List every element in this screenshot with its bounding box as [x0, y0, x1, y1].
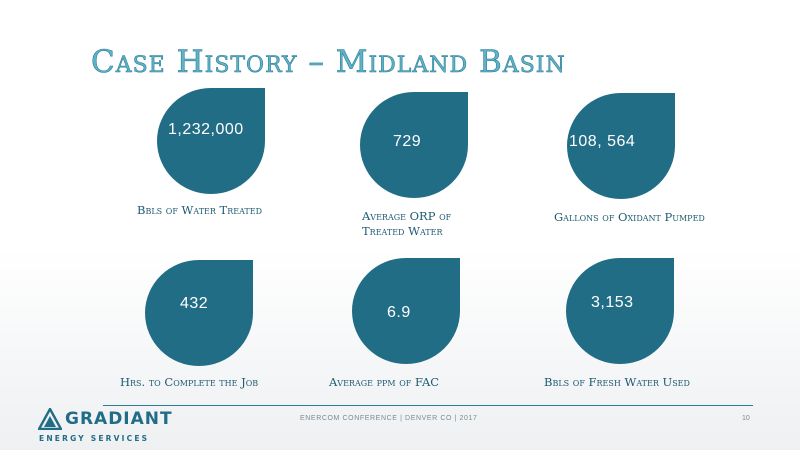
logo-wordmark: GRADIANT [65, 409, 173, 429]
metric-caption-5: Average ppm of FAC [329, 375, 439, 390]
metric-drop-3 [567, 93, 675, 199]
metric-drop-6 [566, 258, 674, 364]
metric-drop-5 [352, 258, 460, 364]
caption-line: Hrs. to Complete the Job [120, 375, 259, 389]
metric-caption-6: Bbls of Fresh Water Used [544, 375, 690, 390]
metric-drop-4 [145, 260, 253, 366]
metric-caption-2: Average ORP of Treated Water [362, 209, 451, 239]
logo-subtitle: ENERGY SERVICES [39, 434, 150, 443]
caption-line: Bbls of Water Treated [137, 203, 263, 217]
page-number: 10 [742, 415, 750, 422]
metric-value-6: 3,153 [591, 294, 634, 311]
metric-value-4: 432 [180, 295, 209, 312]
metric-caption-1: Bbls of Water Treated [137, 203, 262, 218]
caption-line: Gallons of Oxidant Pumped [554, 210, 705, 224]
triangle-logo-icon [38, 408, 62, 430]
footer-divider [103, 405, 753, 406]
metric-value-5: 6.9 [387, 304, 411, 321]
caption-line: Average ppm of FAC [329, 375, 440, 389]
metric-value-2: 729 [393, 133, 422, 150]
metric-value-3: 108, 564 [569, 133, 636, 150]
footer-text: ENERCOM CONFERENCE | DENVER CO | 2017 [300, 415, 478, 422]
caption-line: Treated Water [362, 224, 443, 238]
metric-value-1: 1,232,000 [168, 121, 244, 138]
metric-caption-4: Hrs. to Complete the Job [120, 375, 258, 390]
company-logo: GRADIANT ENERGY SERVICES [38, 408, 172, 444]
caption-line: Average ORP of [362, 209, 452, 223]
metric-drop-2 [360, 92, 468, 198]
slide-title: Case History – Midland Basin [91, 44, 566, 81]
caption-line: Bbls of Fresh Water Used [544, 375, 690, 389]
metric-caption-3: Gallons of Oxidant Pumped [554, 210, 705, 225]
metric-drop-1 [157, 88, 265, 194]
